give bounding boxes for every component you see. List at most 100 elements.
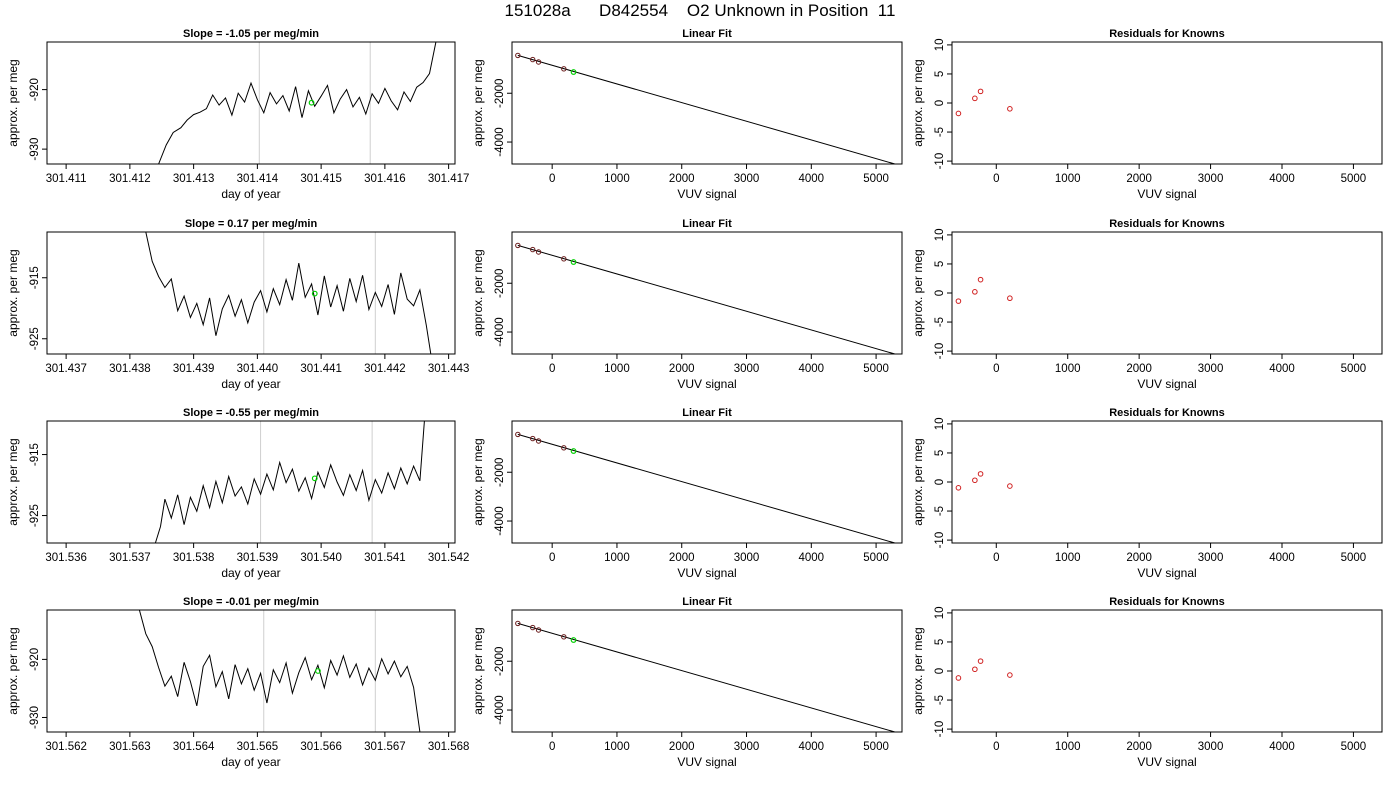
signal-line xyxy=(145,232,432,354)
known-point xyxy=(530,624,536,631)
panel-title: Residuals for Knowns xyxy=(1109,596,1225,608)
unknown-point xyxy=(570,448,577,454)
y-axis-label: approx. per meg xyxy=(6,438,20,525)
residual-point xyxy=(972,666,978,673)
x-tick-label: 1000 xyxy=(604,741,630,753)
y-axis-label: approx. per meg xyxy=(6,249,20,336)
known-point xyxy=(515,52,521,59)
x-tick-label: 301.542 xyxy=(428,552,470,564)
x-tick-label: 2000 xyxy=(669,741,695,753)
y-tick-label: 10 xyxy=(934,229,946,242)
x-tick-label: 4000 xyxy=(1269,363,1295,375)
residual-point xyxy=(977,471,984,477)
x-tick-label: 0 xyxy=(549,363,555,375)
known-point xyxy=(530,435,536,442)
panel-3-2 xyxy=(507,420,903,548)
y-tick-label: -915 xyxy=(29,443,41,466)
residual-point xyxy=(977,88,984,95)
x-tick-label: 0 xyxy=(993,741,999,753)
x-tick-label: 3000 xyxy=(734,363,760,375)
y-tick-label: -10 xyxy=(934,532,946,549)
panel-2-3 xyxy=(947,231,1383,359)
plot-frame xyxy=(511,231,903,355)
y-tick-label: 0 xyxy=(934,668,946,674)
x-tick-label: 301.538 xyxy=(173,552,215,564)
unknown-point xyxy=(570,69,577,75)
y-tick-label: -920 xyxy=(29,78,41,101)
plot-frame xyxy=(46,420,456,544)
x-tick-label: 1000 xyxy=(604,363,630,375)
y-tick-label: -925 xyxy=(29,327,41,350)
residual-point xyxy=(955,485,962,491)
y-tick-label: -930 xyxy=(29,138,41,161)
x-axis-label: day of year xyxy=(221,755,280,769)
x-tick-label: 301.441 xyxy=(300,363,342,375)
y-axis-label: approx. per meg xyxy=(471,59,485,146)
x-tick-label: 3000 xyxy=(734,741,760,753)
known-point xyxy=(535,438,542,444)
x-tick-label: 5000 xyxy=(1341,173,1367,185)
residual-point xyxy=(972,289,978,295)
y-axis-label: approx. per meg xyxy=(471,249,485,336)
x-tick-label: 4000 xyxy=(799,173,825,185)
y-axis-label: approx. per meg xyxy=(911,438,925,525)
x-tick-label: 5000 xyxy=(863,552,889,564)
y-tick-label: -5 xyxy=(934,127,946,137)
x-tick-label: 301.443 xyxy=(428,363,470,375)
y-tick-label: -10 xyxy=(934,343,946,360)
panel-title: Slope = -1.05 per meg/min xyxy=(183,28,319,40)
residual-point xyxy=(955,110,962,117)
plot-frame xyxy=(511,41,903,165)
panel-4-3 xyxy=(947,609,1383,737)
panel-3-3 xyxy=(947,420,1383,548)
unknown-point xyxy=(311,290,318,297)
x-axis-label: VUV signal xyxy=(1137,566,1196,580)
y-tick-label: -2000 xyxy=(494,269,506,298)
x-tick-label: 3000 xyxy=(1198,173,1224,185)
panel-title: Slope = -0.55 per meg/min xyxy=(183,407,319,419)
x-tick-label: 3000 xyxy=(734,173,760,185)
x-tick-label: 301.417 xyxy=(428,173,470,185)
x-tick-label: 2000 xyxy=(669,173,695,185)
x-tick-label: 0 xyxy=(993,173,999,185)
x-tick-label: 301.440 xyxy=(237,363,279,375)
x-tick-label: 5000 xyxy=(863,173,889,185)
x-tick-label: 301.411 xyxy=(46,173,87,185)
x-tick-label: 1000 xyxy=(604,173,630,185)
x-axis-label: VUV signal xyxy=(1137,377,1196,391)
x-tick-label: 5000 xyxy=(1341,741,1367,753)
x-tick-label: 3000 xyxy=(734,552,760,564)
y-tick-label: -930 xyxy=(29,706,41,729)
x-tick-label: 301.442 xyxy=(364,363,406,375)
y-tick-label: -10 xyxy=(934,721,946,738)
x-axis-label: VUV signal xyxy=(1137,755,1196,769)
x-tick-label: 0 xyxy=(549,741,555,753)
known-point xyxy=(561,634,567,640)
y-tick-label: 10 xyxy=(934,418,946,431)
plot-frame xyxy=(46,41,456,165)
x-tick-label: 1000 xyxy=(1055,173,1081,185)
x-tick-label: 5000 xyxy=(863,741,889,753)
x-tick-label: 5000 xyxy=(863,363,889,375)
y-tick-label: 10 xyxy=(934,39,946,52)
panel-title: Residuals for Knowns xyxy=(1109,28,1225,40)
y-axis-label: approx. per meg xyxy=(471,438,485,525)
x-tick-label: 3000 xyxy=(1198,363,1224,375)
x-tick-label: 4000 xyxy=(1269,741,1295,753)
panel-title: Linear Fit xyxy=(682,28,732,40)
x-tick-label: 301.567 xyxy=(364,741,406,753)
y-tick-label: 0 xyxy=(934,479,946,485)
known-point xyxy=(561,445,567,451)
residual-point xyxy=(977,658,984,664)
x-tick-label: 301.568 xyxy=(428,741,470,753)
residual-point xyxy=(972,95,978,102)
known-point xyxy=(515,242,521,249)
panel-3-1 xyxy=(42,420,456,548)
known-point xyxy=(535,627,542,633)
x-tick-label: 2000 xyxy=(1126,741,1152,753)
known-point xyxy=(535,249,542,255)
unknown-point xyxy=(570,259,577,265)
x-tick-label: 301.540 xyxy=(300,552,342,564)
x-tick-label: 0 xyxy=(549,552,555,564)
x-tick-label: 2000 xyxy=(669,363,695,375)
